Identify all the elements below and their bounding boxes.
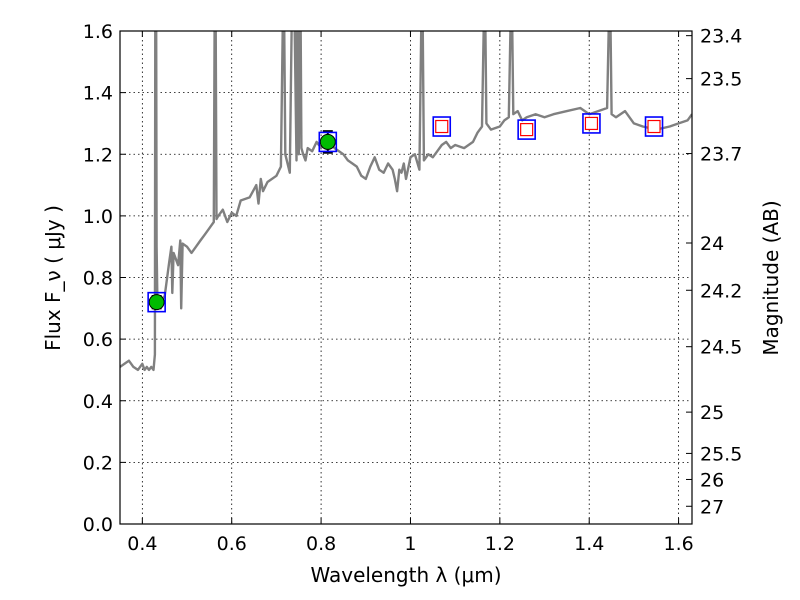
model-point [644, 116, 664, 137]
y-tick-label: 0.4 [83, 391, 113, 413]
right-tick-label: 23.5 [700, 69, 742, 91]
x-tick-label: 1 [404, 533, 416, 555]
y-tick-label: 1.6 [83, 21, 113, 43]
y-tick-label: 0.2 [83, 452, 113, 474]
right-axis-label: Magnitude (AB) [759, 200, 783, 355]
x-axis-label: Wavelength λ (μm) [310, 563, 501, 587]
right-tick-label: 25 [700, 402, 724, 424]
y-tick-label: 0.8 [83, 268, 113, 290]
right-tick-label: 23.4 [700, 26, 742, 48]
model-point [582, 113, 601, 134]
x-tick-label: 1.4 [574, 533, 604, 555]
model-point [318, 131, 338, 153]
x-tick-label: 1.2 [485, 533, 515, 555]
model-point [147, 291, 166, 313]
photometry-layer [147, 113, 664, 313]
right-tick-label: 25.5 [700, 443, 742, 465]
right-tick-label: 23.7 [700, 144, 742, 166]
right-tick-label: 24.5 [700, 337, 742, 359]
y-tick-label: 1.4 [83, 83, 113, 105]
x-tick-label: 1.6 [663, 533, 693, 555]
observed-point [319, 133, 336, 150]
right-tick-label: 24.2 [700, 280, 742, 302]
right-tick-label: 26 [700, 469, 724, 491]
x-tick-label: 0.8 [306, 533, 336, 555]
y-tick-label: 1.0 [83, 206, 113, 228]
model-point [432, 116, 452, 137]
x-tick-label: 0.6 [217, 533, 247, 555]
x-tick-label: 0.4 [127, 533, 157, 555]
y-axis-label: Flux F_ν ( μJy ) [41, 205, 65, 351]
observed-point [148, 294, 165, 311]
right-tick-label: 24 [700, 233, 724, 255]
model-point-inner [520, 122, 534, 137]
model-point-inner [584, 116, 599, 131]
model-point-inner [435, 119, 449, 134]
y-tick-label: 0.6 [83, 329, 113, 351]
model-point [517, 119, 536, 140]
y-tick-label: 0.0 [83, 514, 113, 536]
right-tick-label: 27 [700, 496, 724, 518]
axis-ticks: 0.4 0.6 0.8 1 1.2 1.4 1.6 0.0 0.2 0.4 0.6 0.8 1.0 1.2… [83, 21, 743, 555]
y-tick-label: 1.2 [83, 144, 113, 166]
model-point-inner [647, 119, 661, 134]
